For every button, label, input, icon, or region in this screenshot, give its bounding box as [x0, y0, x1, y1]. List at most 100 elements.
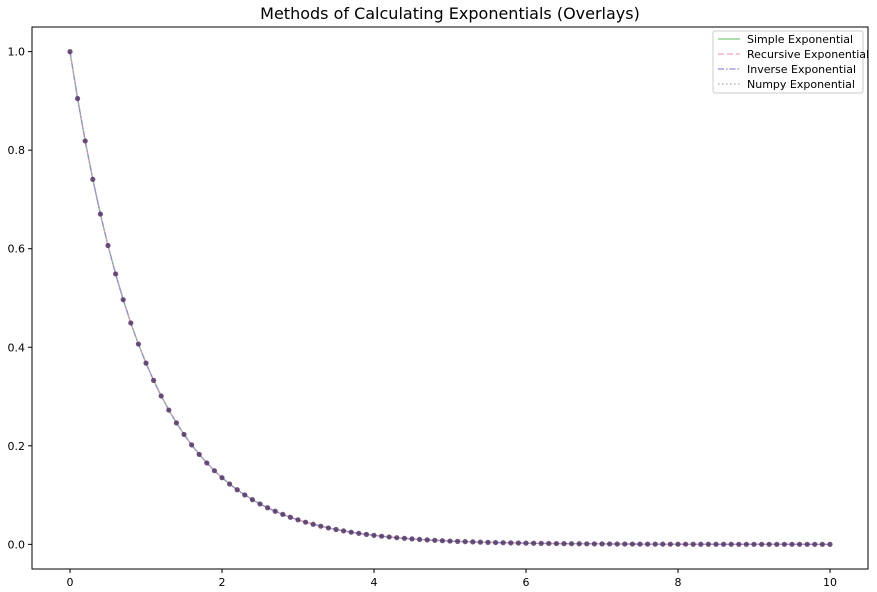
data-point: [143, 360, 149, 366]
legend-label: Simple Exponential: [747, 33, 853, 46]
data-point: [591, 541, 598, 547]
data-point: [698, 541, 704, 547]
data-point: [546, 540, 552, 547]
data-point: [531, 540, 537, 546]
data-point: [371, 532, 377, 538]
data-point: [447, 538, 453, 544]
x-tick-label: 10: [823, 576, 837, 589]
data-point: [493, 539, 499, 546]
data-point: [637, 541, 643, 547]
data-point: [386, 534, 392, 540]
data-point: [348, 529, 354, 535]
data-point: [303, 519, 309, 525]
legend-label: Numpy Exponential: [747, 78, 855, 91]
data-point: [576, 541, 582, 547]
data-point: [325, 525, 331, 531]
data-point: [736, 541, 742, 547]
data-point: [500, 540, 506, 546]
data-point: [151, 377, 157, 383]
data-point: [721, 541, 727, 547]
data-point: [584, 541, 590, 547]
data-point: [728, 541, 734, 547]
data-point: [622, 541, 628, 547]
data-point: [234, 487, 240, 493]
data-point: [462, 539, 468, 545]
x-tick-label: 6: [523, 576, 530, 589]
data-point: [97, 211, 103, 217]
data-point: [128, 320, 134, 326]
y-tick-label: 0.2: [8, 440, 26, 453]
data-point: [827, 541, 833, 547]
data-point: [105, 242, 111, 249]
data-point: [417, 536, 423, 543]
data-point: [485, 539, 491, 545]
data-point: [82, 138, 88, 144]
data-point: [455, 538, 461, 544]
data-point: [196, 451, 202, 457]
legend-box: [712, 30, 864, 94]
data-point: [751, 541, 757, 547]
legend-label: Inverse Exponential: [747, 63, 856, 76]
data-point: [75, 95, 81, 102]
y-tick-label: 0.4: [8, 341, 26, 354]
data-point: [743, 541, 750, 547]
data-point: [690, 541, 696, 547]
data-point: [538, 540, 544, 546]
data-point: [675, 541, 681, 547]
data-point: [379, 533, 385, 539]
data-point: [333, 526, 339, 533]
data-point: [652, 541, 658, 547]
data-point: [553, 540, 560, 547]
data-point: [394, 535, 400, 541]
data-markers: [67, 49, 833, 547]
data-point: [812, 541, 818, 547]
data-point: [166, 407, 172, 413]
data-point: [158, 393, 164, 399]
data-point: [189, 442, 195, 448]
legend: Simple Exponential Recursive Exponential I…: [712, 30, 869, 94]
data-point: [819, 541, 826, 547]
data-point: [599, 541, 605, 547]
data-point: [265, 505, 271, 511]
data-point: [713, 541, 719, 547]
data-point: [219, 475, 225, 481]
data-point: [280, 511, 286, 517]
data-point: [227, 481, 233, 487]
data-point: [766, 541, 772, 547]
data-point: [515, 540, 522, 546]
data-point: [204, 460, 210, 466]
data-point: [181, 431, 187, 438]
data-point: [173, 420, 179, 426]
y-tick-label: 1.0: [8, 46, 26, 59]
data-point: [508, 540, 514, 546]
data-point: [629, 541, 636, 547]
data-point: [249, 497, 255, 503]
data-point: [561, 541, 567, 547]
data-point: [789, 541, 795, 547]
data-point: [363, 531, 369, 537]
data-point: [804, 541, 810, 547]
data-point: [781, 541, 788, 547]
data-point: [797, 541, 803, 547]
y-tick-label: 0.6: [8, 243, 26, 256]
data-point: [135, 341, 141, 347]
data-point: [660, 541, 666, 547]
data-point: [432, 537, 438, 543]
data-point: [645, 541, 651, 547]
data-point: [614, 541, 620, 547]
y-axis: 0.0 0.2 0.4 0.6 0.8 1.0: [8, 46, 32, 551]
data-point: [341, 528, 347, 534]
data-point: [287, 514, 293, 520]
x-axis: 0 2 4 6 8 10: [67, 569, 837, 589]
data-point: [401, 535, 407, 541]
data-point: [523, 540, 529, 546]
data-point: [295, 517, 301, 523]
x-tick-label: 0: [67, 576, 74, 589]
y-tick-label: 0.0: [8, 538, 26, 551]
data-point: [257, 501, 263, 507]
data-point: [67, 49, 73, 55]
data-point: [470, 539, 476, 545]
data-point: [569, 541, 575, 547]
y-tick-label: 0.8: [8, 144, 26, 157]
data-point: [90, 176, 96, 182]
